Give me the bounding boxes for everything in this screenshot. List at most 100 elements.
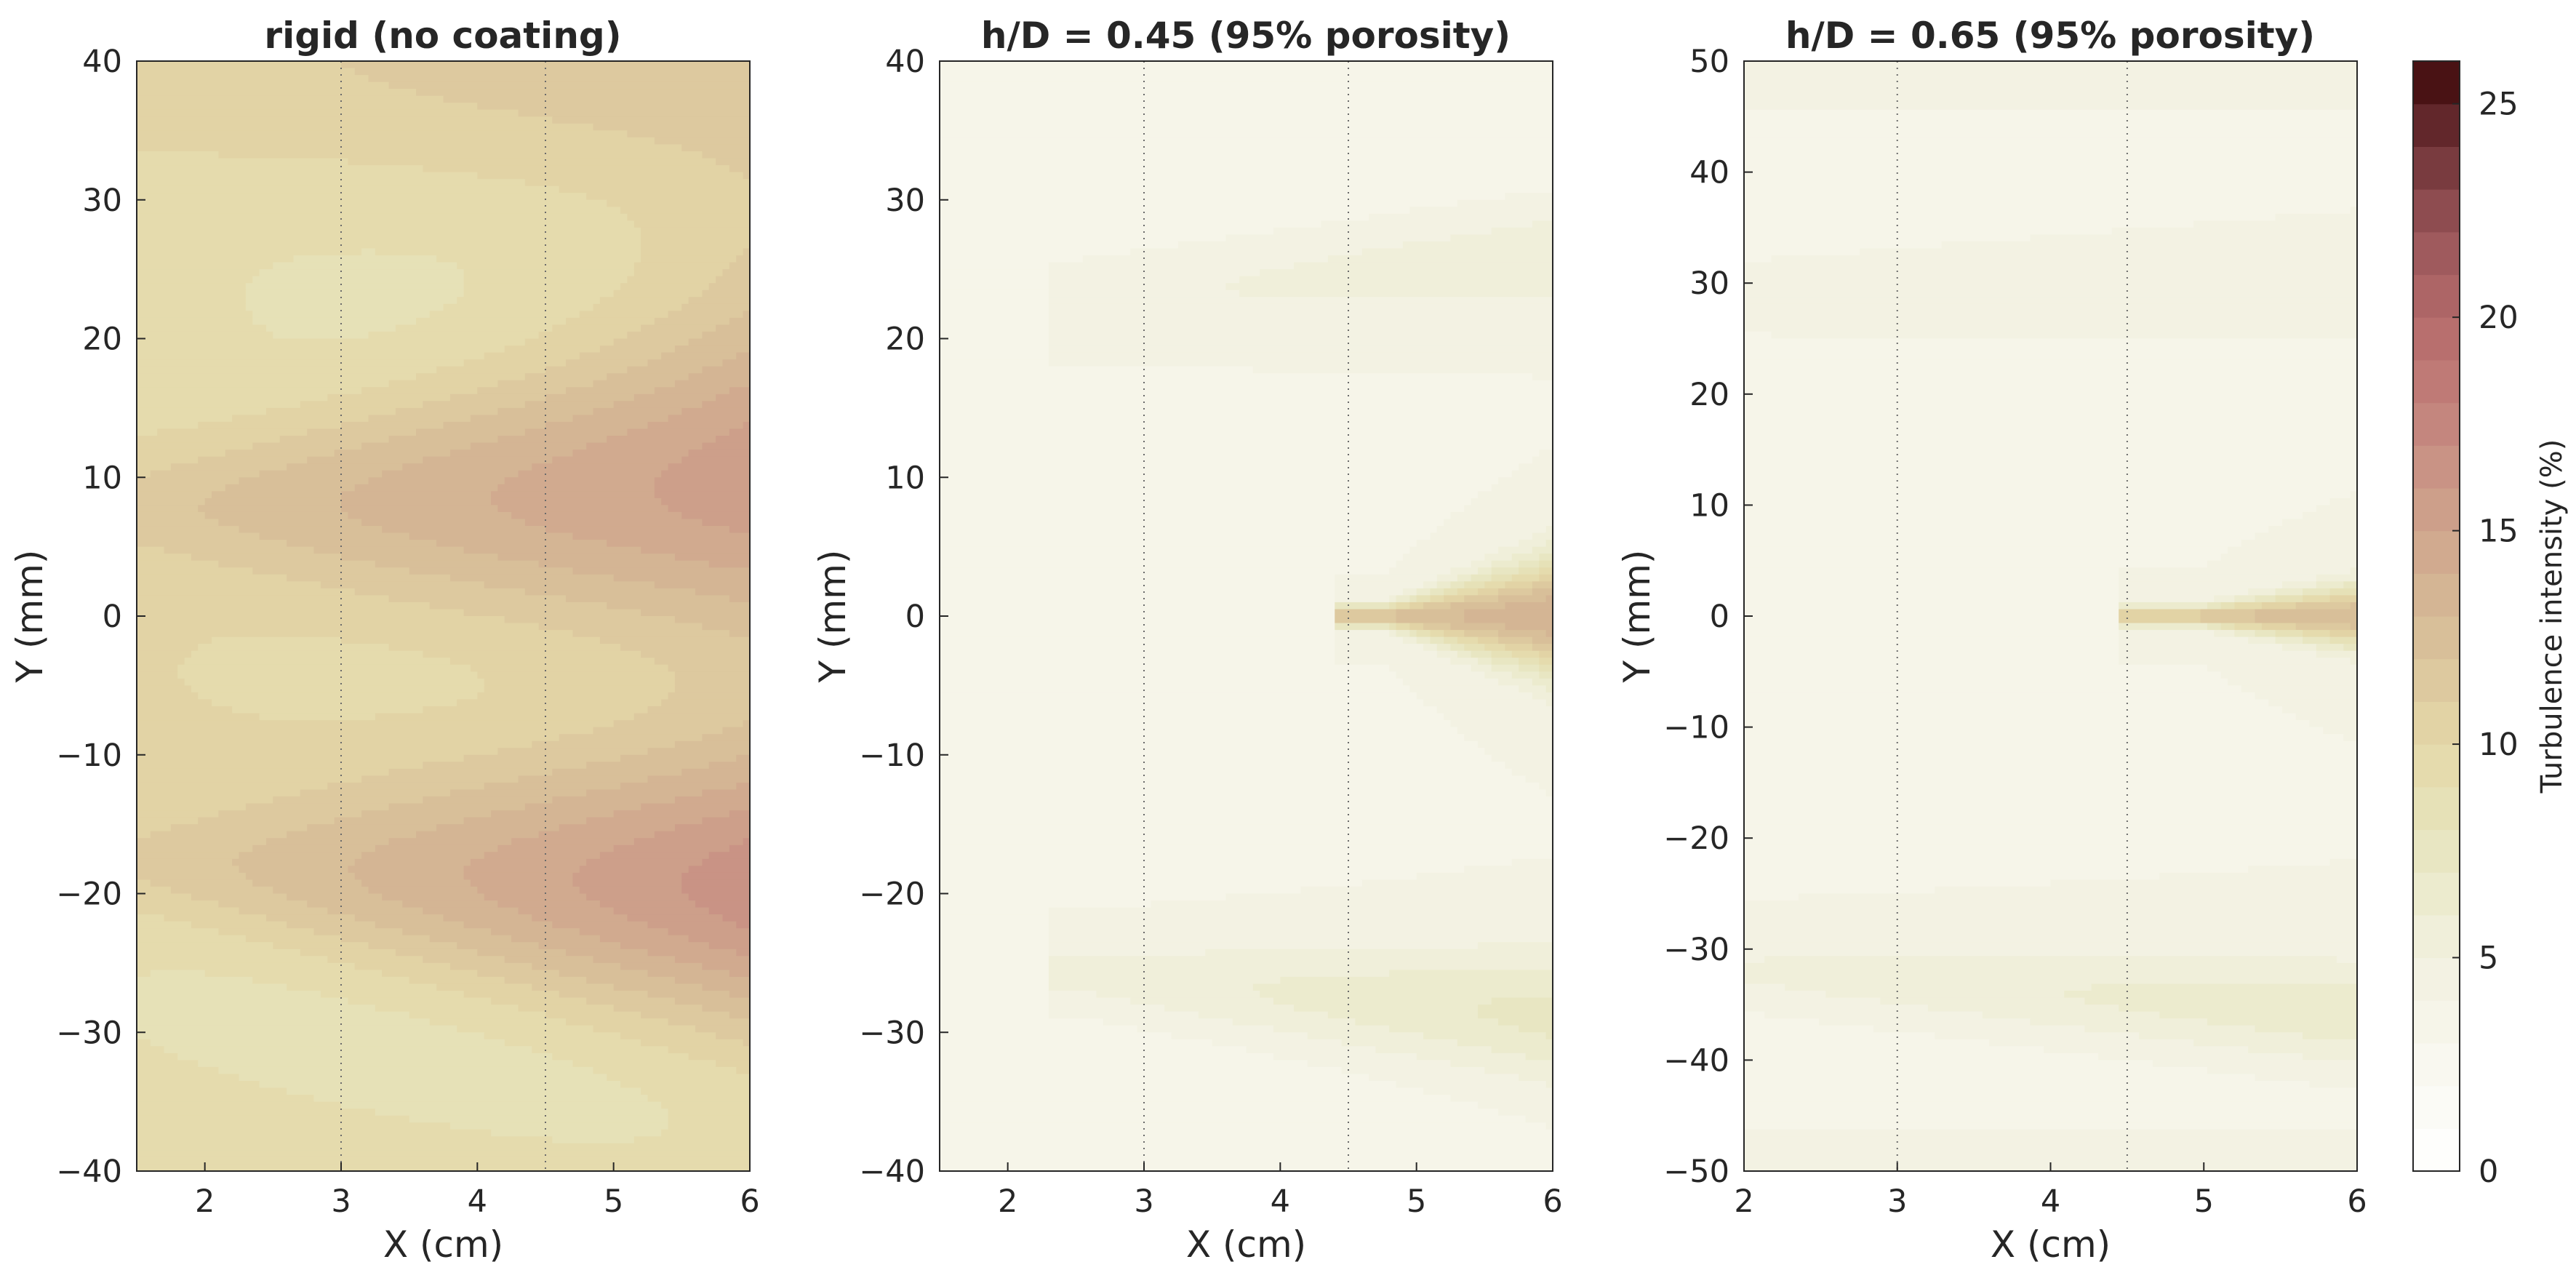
contour-cell (1048, 303, 1553, 312)
contour-cell (137, 970, 151, 978)
contour-cell (1785, 983, 2092, 991)
contour-cell (218, 560, 376, 569)
contour-cell (940, 234, 1227, 242)
contour-cell (599, 852, 710, 860)
contour-cell (1450, 644, 1465, 652)
contour-cell (449, 574, 615, 583)
contour-cell (940, 1018, 1104, 1026)
contour-cell (1484, 1066, 1553, 1075)
contour-cell (940, 581, 1336, 589)
contour-cell (688, 866, 751, 874)
contour-cell (627, 428, 730, 436)
contour-cell (940, 505, 1465, 513)
contour-cell (449, 962, 533, 971)
contour-cell (2030, 1018, 2208, 1026)
contour-cell (497, 554, 676, 562)
contour-cell (137, 1011, 410, 1019)
contour-cell (137, 505, 199, 513)
contour-cell (1519, 1074, 1553, 1082)
contour-cell (940, 727, 1458, 735)
x-tick-label: 3 (1887, 1183, 1907, 1220)
contour-cell (566, 948, 649, 957)
contour-cell (334, 817, 465, 825)
contour-cell (1375, 1046, 1492, 1054)
contour-cell (137, 463, 172, 471)
contour-cell (423, 762, 587, 770)
contour-cell (1484, 671, 1513, 679)
contour-cell (1744, 511, 2303, 520)
contour-cell (1048, 997, 1132, 1005)
x-tick-label: 2 (195, 1183, 215, 1220)
contour-cell (429, 311, 580, 319)
contour-cell (1825, 991, 2065, 999)
contour-cell (552, 921, 649, 929)
contour-cell (1416, 636, 1431, 644)
contour-cell (940, 130, 1553, 138)
contour-cell (940, 463, 1519, 471)
contour-cell (1409, 623, 1424, 631)
contour-cell (1744, 366, 2358, 374)
contour-cell (1457, 1039, 1553, 1047)
contour-cell (579, 866, 689, 874)
contour-cell (491, 997, 587, 1005)
contour-cell (511, 511, 683, 520)
contour-cell (1389, 567, 1452, 575)
contour-cell (641, 609, 751, 617)
contour-cell (137, 810, 220, 818)
y-tick-label: 20 (885, 322, 925, 358)
contour-cell (708, 762, 751, 770)
contour-cell (538, 942, 621, 950)
contour-cell (1491, 560, 1519, 569)
contour-cell (1873, 1025, 2086, 1034)
contour-cell (702, 789, 751, 797)
contour-cell (2200, 609, 2256, 617)
contour-cell (348, 866, 465, 874)
contour-cell (470, 442, 587, 450)
contour-cell (572, 567, 751, 575)
contour-cell (1048, 1005, 1165, 1013)
contour-cell (1048, 976, 1281, 985)
contour-cell (641, 1087, 751, 1095)
contour-cell (354, 68, 751, 76)
contour-cell (674, 685, 751, 693)
contour-cell (164, 914, 267, 922)
contour-cell (239, 1074, 608, 1082)
contour-cell (1048, 331, 1553, 340)
contour-cell (647, 991, 730, 999)
contour-cell (729, 317, 751, 326)
contour-cell (137, 956, 329, 964)
contour-cell (1744, 436, 2358, 444)
contour-cell (940, 380, 1553, 388)
contour-cell (1396, 602, 1411, 610)
x-tick-label: 2 (1734, 1183, 1753, 1220)
contour-cell (654, 317, 730, 326)
contour-cell (287, 983, 437, 991)
contour-cell (484, 685, 676, 693)
colorbar-band (2413, 402, 2460, 446)
contour-cell (1744, 303, 2358, 312)
x-tick-label: 2 (998, 1183, 1017, 1220)
contour-cell (137, 165, 424, 173)
contour-cell (736, 782, 751, 791)
contour-cell (607, 1074, 751, 1082)
contour-cell (661, 470, 751, 479)
contour-cell (940, 123, 1553, 132)
contour-cell (702, 1005, 751, 1013)
contour-cell (409, 532, 574, 540)
contour-cell (559, 991, 649, 999)
contour-cell (388, 768, 553, 777)
contour-cell (1744, 914, 2358, 922)
contour-cell (137, 678, 185, 687)
contour-cell (382, 470, 519, 479)
contour-cell (1464, 734, 1553, 742)
contour-cell (940, 1066, 1343, 1075)
contour-cell (395, 324, 553, 332)
contour-cell (137, 852, 240, 860)
contour-cell (2255, 692, 2358, 700)
contour-cell (2200, 616, 2256, 624)
contour-cell (1402, 241, 1553, 249)
contour-cell (1744, 484, 2358, 492)
contour-cell (1511, 671, 1540, 679)
contour-cell (137, 130, 628, 138)
contour-cell (2350, 602, 2358, 610)
